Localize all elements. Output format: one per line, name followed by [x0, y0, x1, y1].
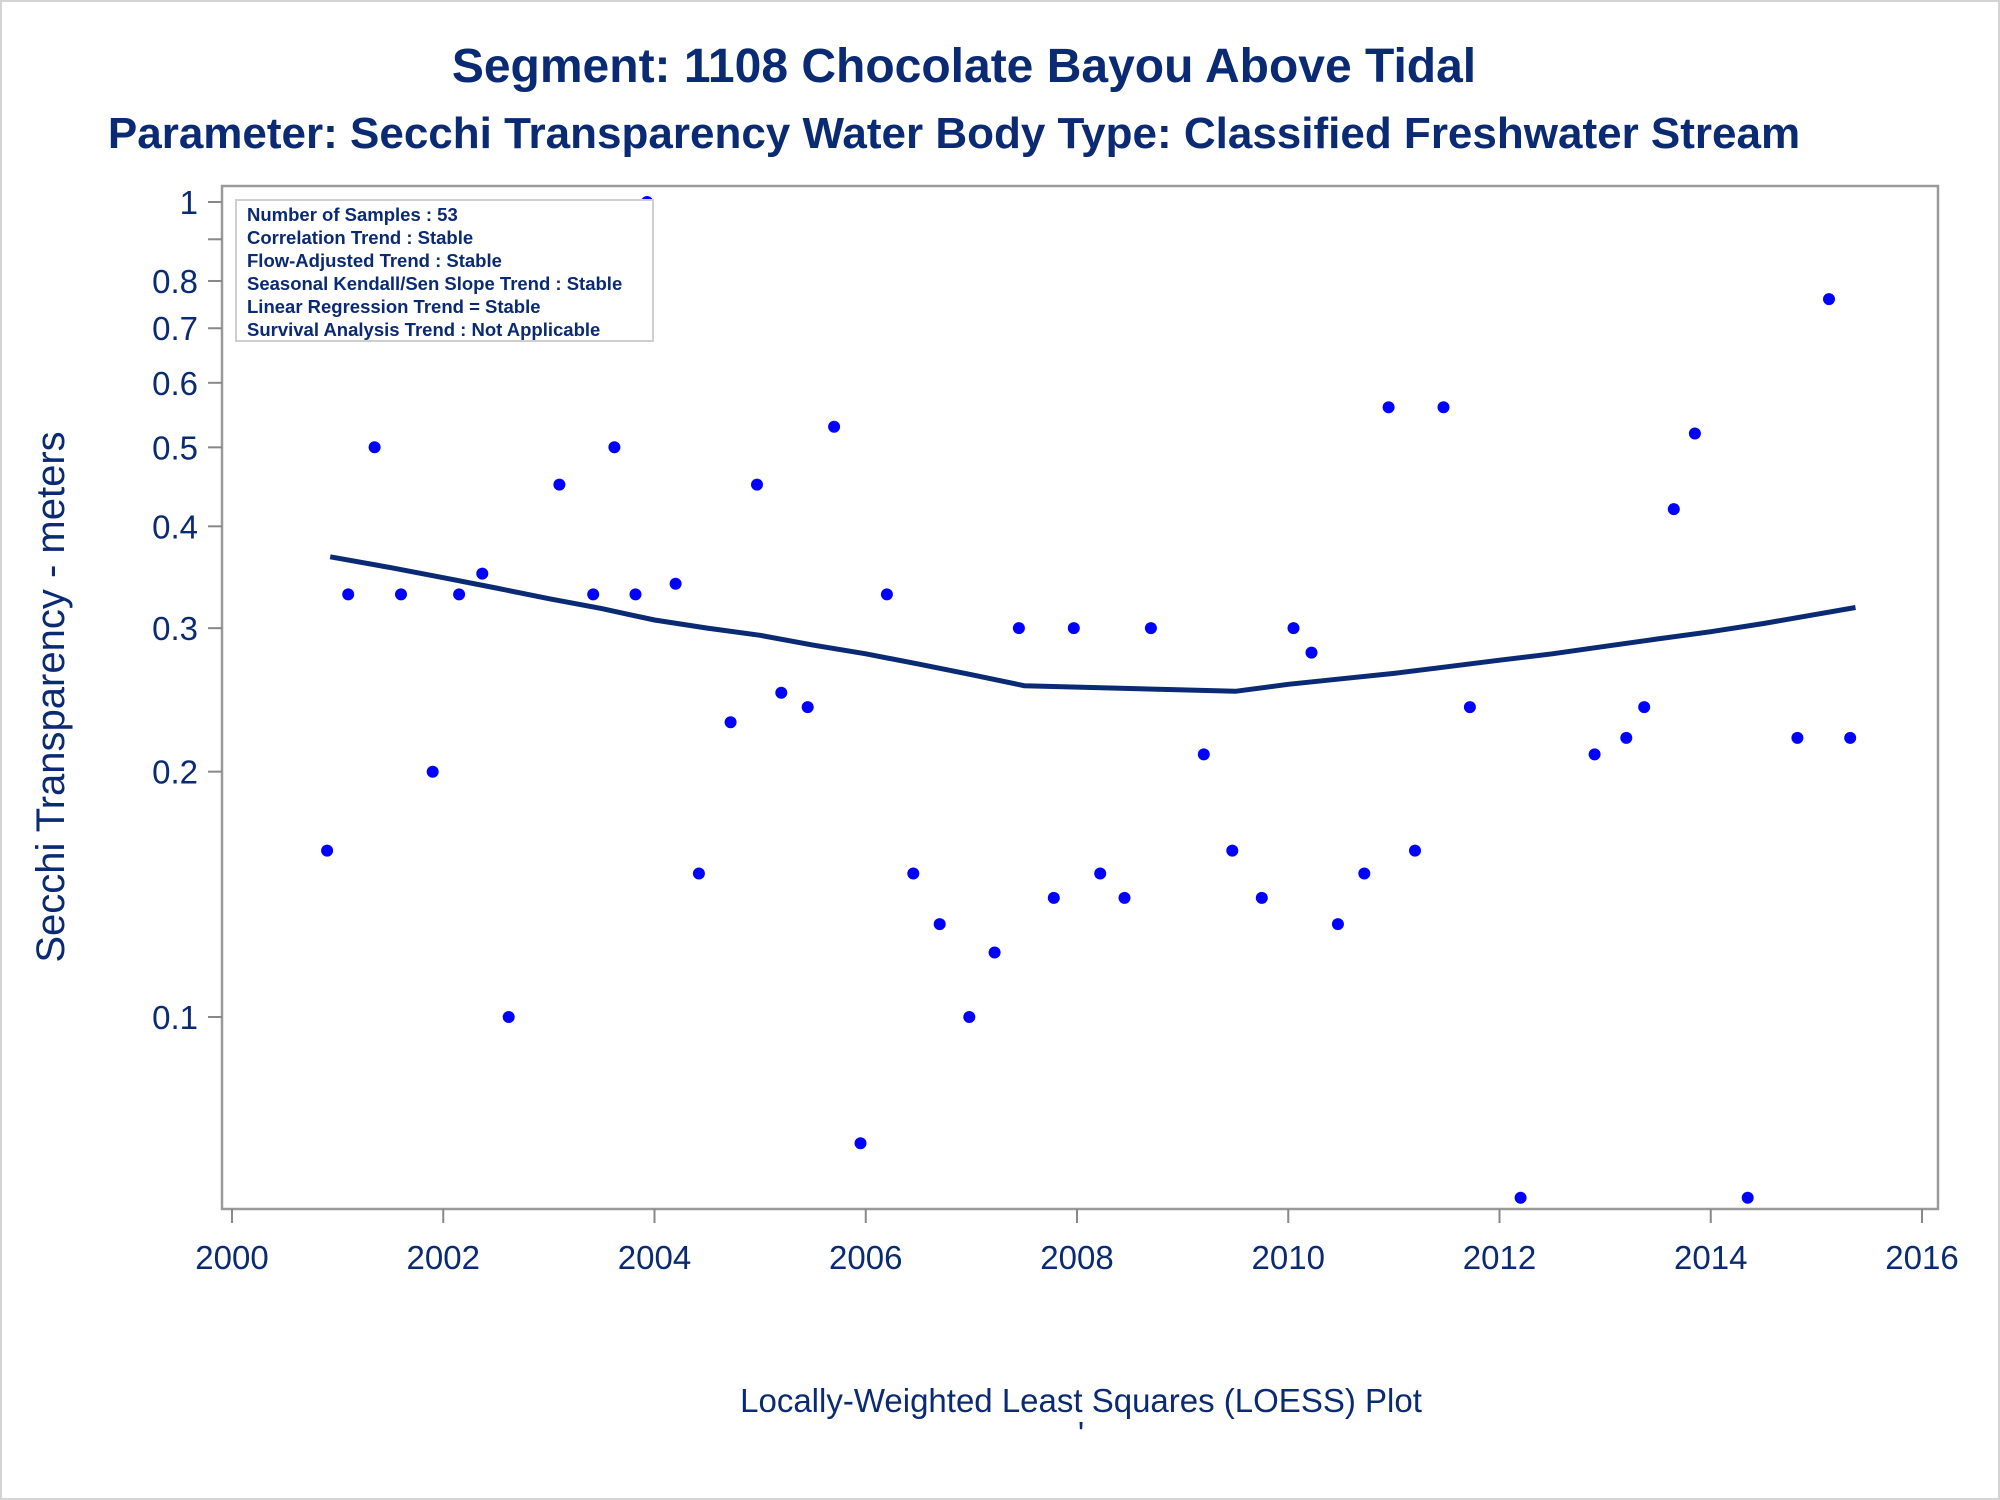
y-tick-label: 0.5: [152, 429, 198, 466]
data-point: [608, 441, 621, 454]
data-point: [1382, 401, 1395, 414]
chart-title: Segment: 1108 Chocolate Bayou Above Tida…: [452, 40, 1476, 93]
data-point: [1305, 646, 1318, 659]
data-point: [828, 420, 841, 433]
info-box-line: Seasonal Kendall/Sen Slope Trend : Stabl…: [247, 273, 622, 294]
info-box-line: Survival Analysis Trend : Not Applicable: [247, 319, 600, 340]
data-point: [1791, 731, 1804, 744]
plot-area: [220, 184, 1940, 1211]
data-point: [880, 588, 893, 601]
data-point: [1012, 622, 1025, 635]
data-point: [1620, 731, 1633, 744]
data-point: [1331, 918, 1344, 931]
data-point: [1844, 731, 1857, 744]
data-point: [724, 716, 737, 729]
data-point: [502, 1011, 515, 1023]
y-tick-label: 0.4: [152, 508, 198, 545]
data-point: [1226, 844, 1239, 857]
data-point: [368, 441, 381, 454]
data-point: [342, 588, 355, 601]
loess-line: [329, 554, 1856, 694]
x-tick-label: 2004: [618, 1239, 691, 1276]
y-axis: 0.1 0.2 0.3 0.4 0.5 0.6 0.7 0.8 1: [152, 184, 222, 1036]
y-tick-label: 0.7: [152, 310, 198, 347]
footnote: Locally-Weighted Least Squares (LOESS) P…: [740, 1382, 1422, 1419]
info-box-line: Correlation Trend : Stable: [247, 227, 473, 248]
x-tick-label: 2000: [195, 1239, 268, 1276]
data-point: [907, 867, 920, 880]
data-point: [1514, 1191, 1527, 1204]
data-point: [751, 478, 763, 491]
data-point: [426, 765, 439, 778]
data-point: [933, 918, 946, 931]
data-point: [1047, 891, 1060, 904]
data-point: [587, 588, 600, 601]
x-tick-label: 2014: [1674, 1239, 1747, 1276]
x-tick-label: 2012: [1463, 1239, 1536, 1276]
y-tick-label: 0.1: [152, 999, 198, 1036]
data-point: [1287, 622, 1300, 635]
data-point: [476, 567, 489, 580]
x-tick-label: 2002: [407, 1239, 480, 1276]
x-tick-label: 2010: [1252, 1239, 1325, 1276]
data-point: [321, 844, 334, 857]
y-axis-label: Secchi Transparency - meters: [29, 431, 73, 962]
y-tick-label: 1: [180, 184, 198, 221]
data-point: [395, 588, 407, 601]
info-box-line: Flow-Adjusted Trend : Stable: [247, 250, 502, 271]
data-point: [775, 686, 788, 699]
data-point: [1667, 503, 1680, 516]
data-point: [453, 588, 466, 601]
x-tick-label: 2016: [1885, 1239, 1958, 1276]
data-point: [1118, 891, 1131, 904]
data-points: [321, 196, 1857, 1204]
x-tick-label: 2008: [1040, 1239, 1113, 1276]
data-point: [963, 1011, 976, 1023]
y-tick-label: 0.3: [152, 610, 198, 647]
data-point: [801, 701, 814, 714]
data-point: [1463, 701, 1476, 714]
data-point: [1688, 427, 1701, 440]
data-point: [669, 577, 682, 590]
footnote-mark: ': [1078, 1415, 1084, 1452]
x-tick-label: 2006: [829, 1239, 902, 1276]
data-point: [1638, 701, 1651, 714]
data-point: [1197, 748, 1210, 761]
data-point: [1823, 293, 1835, 306]
data-point: [553, 478, 566, 491]
data-point: [1094, 867, 1107, 880]
data-point: [854, 1137, 867, 1150]
data-point: [1144, 622, 1157, 635]
data-point: [988, 946, 1001, 959]
x-axis: 2000 2002 2004 2006 2008 2010 2012 2014 2016: [195, 1209, 1959, 1276]
chart-subtitle: Parameter: Secchi Transparency Water Bod…: [108, 109, 1800, 158]
y-tick-label: 0.6: [152, 365, 198, 402]
data-point: [692, 867, 705, 880]
data-point: [1437, 401, 1450, 414]
data-point: [1588, 748, 1601, 761]
y-tick-label: 0.8: [152, 263, 198, 300]
data-point: [1358, 867, 1371, 880]
data-point: [1741, 1191, 1754, 1204]
info-box-line: Linear Regression Trend = Stable: [247, 296, 541, 317]
info-box-line: Number of Samples : 53: [247, 204, 458, 225]
info-box-frame: [235, 199, 654, 342]
data-point: [1409, 844, 1421, 857]
data-point: [1067, 622, 1080, 635]
data-point: [629, 588, 642, 601]
data-point: [1255, 891, 1268, 904]
y-tick-label: 0.2: [152, 754, 198, 791]
